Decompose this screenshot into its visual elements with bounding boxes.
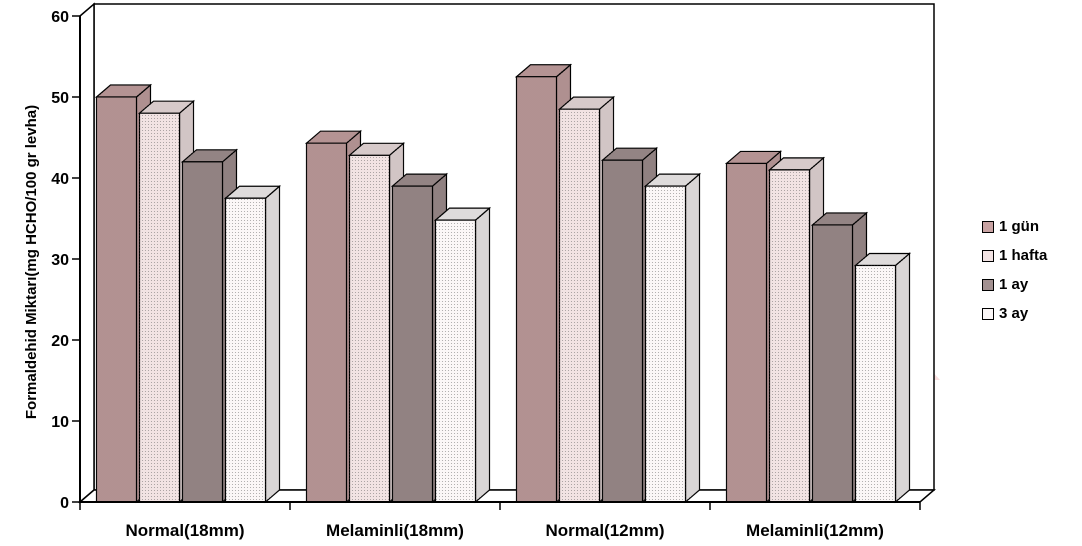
y-tick-label: 0	[60, 495, 69, 512]
y-tick-label: 20	[51, 333, 69, 350]
bar	[433, 206, 492, 504]
legend-label: 3 ay	[999, 305, 1029, 322]
y-axis: 0 10 20 30 40 50 60	[51, 9, 81, 512]
legend: 1 gün 1 hafta 1 ay 3 ay	[982, 212, 1078, 328]
legend-label: 1 ay	[999, 276, 1029, 293]
legend-label: 1 hafta	[999, 247, 1048, 264]
legend-label: 1 gün	[999, 218, 1039, 235]
y-tick-label: 60	[51, 9, 69, 26]
bar	[643, 172, 702, 504]
y-tick-label: 40	[51, 171, 69, 188]
x-category-label: Melaminli(12mm)	[746, 521, 884, 540]
legend-item: 1 gün	[982, 212, 1078, 241]
legend-swatch	[982, 220, 994, 233]
bar	[853, 252, 912, 504]
y-axis-title: Formaldehid Miktarı(mg HCHO/100 gr levha…	[23, 105, 40, 419]
y-tick-label: 30	[51, 252, 69, 269]
x-category-label: Normal(18mm)	[125, 521, 244, 540]
x-axis: Normal(18mm) Melaminli(18mm) Normal(12mm) M…	[79, 501, 921, 540]
bar	[223, 184, 282, 504]
legend-item: 3 ay	[982, 299, 1078, 328]
x-category-label: Melaminli(18mm)	[326, 521, 464, 540]
legend-item: 1 hafta	[982, 241, 1078, 270]
legend-swatch	[982, 307, 994, 320]
y-tick-label: 10	[51, 414, 69, 431]
y-tick-label: 50	[51, 90, 69, 107]
legend-swatch	[982, 249, 994, 262]
x-category-label: Normal(12mm)	[545, 521, 664, 540]
legend-item: 1 ay	[982, 270, 1078, 299]
legend-swatch	[982, 278, 994, 291]
bars	[94, 63, 912, 504]
